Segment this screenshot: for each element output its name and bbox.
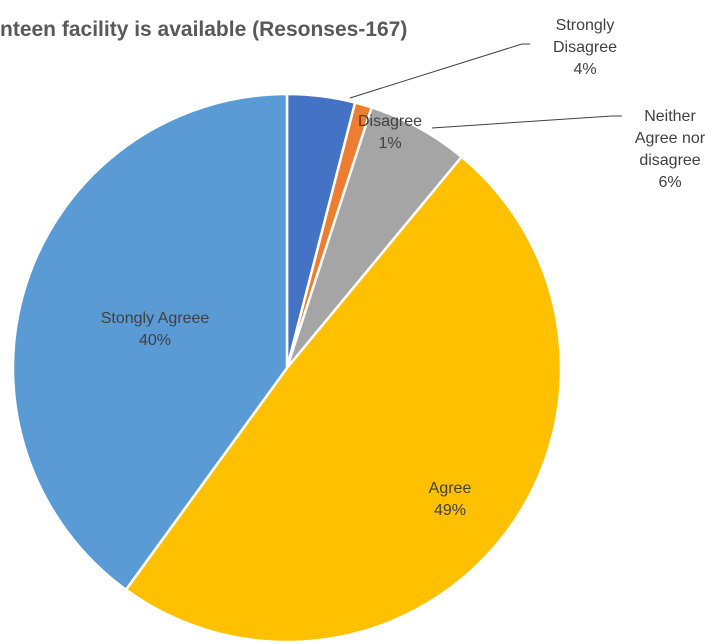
category-label: Stongly Agreee xyxy=(100,310,210,327)
slice-label: Stongly Agreee 40% xyxy=(75,308,235,352)
value-label: 1% xyxy=(378,135,402,152)
slice-label: Agree 49% xyxy=(390,478,510,522)
category-label: Strongly Disagree xyxy=(552,17,618,56)
leader-line xyxy=(431,115,622,129)
value-label: 40% xyxy=(138,332,172,349)
category-label: Disagree xyxy=(357,113,423,130)
pie-slice xyxy=(11,92,289,592)
chart-title: nteen facility is available (Resonses-16… xyxy=(0,18,408,41)
category-label: Agree xyxy=(428,480,472,497)
pie-slice xyxy=(124,155,563,644)
leader-line xyxy=(349,43,530,99)
slice-label: Strongly Disagree 4% xyxy=(545,15,625,81)
slice-label: Neither Agree nor disagree 6% xyxy=(623,106,717,194)
value-label: 49% xyxy=(433,502,467,519)
slice-label: Disagree 1% xyxy=(345,111,435,155)
value-label: 4% xyxy=(573,61,597,78)
value-label: 6% xyxy=(658,174,682,191)
category-label: Neither Agree nor disagree xyxy=(634,108,706,169)
